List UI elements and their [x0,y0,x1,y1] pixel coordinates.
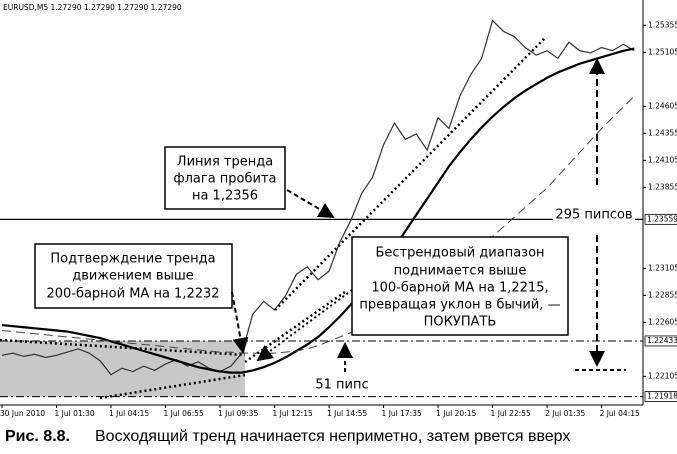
x-tick-label: 1 Jul 01:30 [55,409,95,418]
annotation-line: 200-барной МА на 1,2232 [46,287,219,302]
x-tick-label: 1 Jul 20:15 [436,409,476,418]
annotation-line: ПОКУПАТЬ [424,315,497,330]
annotation-line: 100-барной МА на 1,2215, [371,281,548,296]
series-line [1,47,635,374]
annotation-line: Подтверждение тренда [50,252,215,267]
y-tick-label: 1.25355 [648,20,677,29]
annotation-line: движением выше [72,269,194,284]
label-bg [553,206,635,224]
annotation-range: Бестрендовый диапазон поднимается выше 1… [351,236,569,336]
level-label: 1.22433 [647,336,677,345]
y-tick-label: 1.22105 [648,371,677,380]
x-tick-label: 1 Jul 14:55 [327,409,367,418]
x-tick-label: 1 Jul 04:15 [109,409,149,418]
level-box [644,213,677,225]
y-tick-label: 1.23105 [648,263,677,272]
annotation-line: Линия тренда [177,155,273,170]
y-tick-label: 1.22855 [648,290,677,299]
x-tick-label: 1 Jul 09:35 [218,409,258,418]
x-tick-label: 2 Jul 04:15 [600,409,640,418]
x-tick-label: 1 Jul 12:15 [273,409,313,418]
pips-label: 295 пипсов [555,208,632,223]
pips-label: 51 пипс [315,378,368,393]
annotation-line: поднимается выше [394,264,527,279]
annotation-line: превращая уклон в бычий, — [359,298,560,313]
annotation-line: Бестрендовый диапазон [375,246,544,261]
caption-number: Рис. 8.8. [5,428,70,445]
caption: Восходящий тренд начинается неприметно, … [95,428,570,445]
level-label: 1.23559 [647,214,677,223]
trendlines [0,37,546,400]
annotation-line: флага пробита [173,172,276,187]
y-tick-label: 1.23855 [648,182,677,191]
x-tick-label: 1 Jul 06:55 [164,409,204,418]
level-box [644,335,677,347]
chart-header: EURUSD,M5 1.27290 1.27290 1.27290 1.2729… [3,3,182,12]
y-tick-label: 1.22605 [648,317,677,326]
y-tick-label: 1.24605 [648,101,677,110]
annotation-flag: Линия тренда флага пробита на 1,2356 [164,146,286,210]
annotation-line: на 1,2356 [192,189,258,204]
x-tick-label: 2 Jul 01:35 [545,409,585,418]
annotation-confirm: Подтверждение тренда движением выше 200-… [34,243,233,309]
series-line [1,19,635,376]
level-box [644,391,677,402]
arrows [231,58,626,372]
x-tick-label: 1 Jul 17:35 [382,409,422,418]
level-label: 1.21918 [647,392,677,401]
series-line [1,95,635,354]
y-tick-label: 1.25105 [648,47,677,56]
y-tick-label: 1.24355 [648,128,677,137]
y-tick-label: 1.24105 [648,155,677,164]
x-tick-label: 30 Jun 2010 [0,409,45,418]
x-tick-label: 1 Jul 22:55 [491,409,531,418]
